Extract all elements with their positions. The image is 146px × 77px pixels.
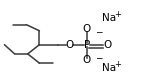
- Text: O: O: [83, 24, 91, 34]
- Text: +: +: [115, 60, 121, 69]
- Text: Na: Na: [102, 63, 116, 73]
- Text: −: −: [95, 27, 102, 36]
- Text: O: O: [65, 40, 73, 50]
- Text: −: −: [95, 53, 102, 62]
- Text: P: P: [84, 40, 90, 50]
- Text: O: O: [83, 55, 91, 65]
- Text: +: +: [115, 10, 121, 19]
- Text: O: O: [103, 40, 111, 50]
- Text: Na: Na: [102, 13, 116, 23]
